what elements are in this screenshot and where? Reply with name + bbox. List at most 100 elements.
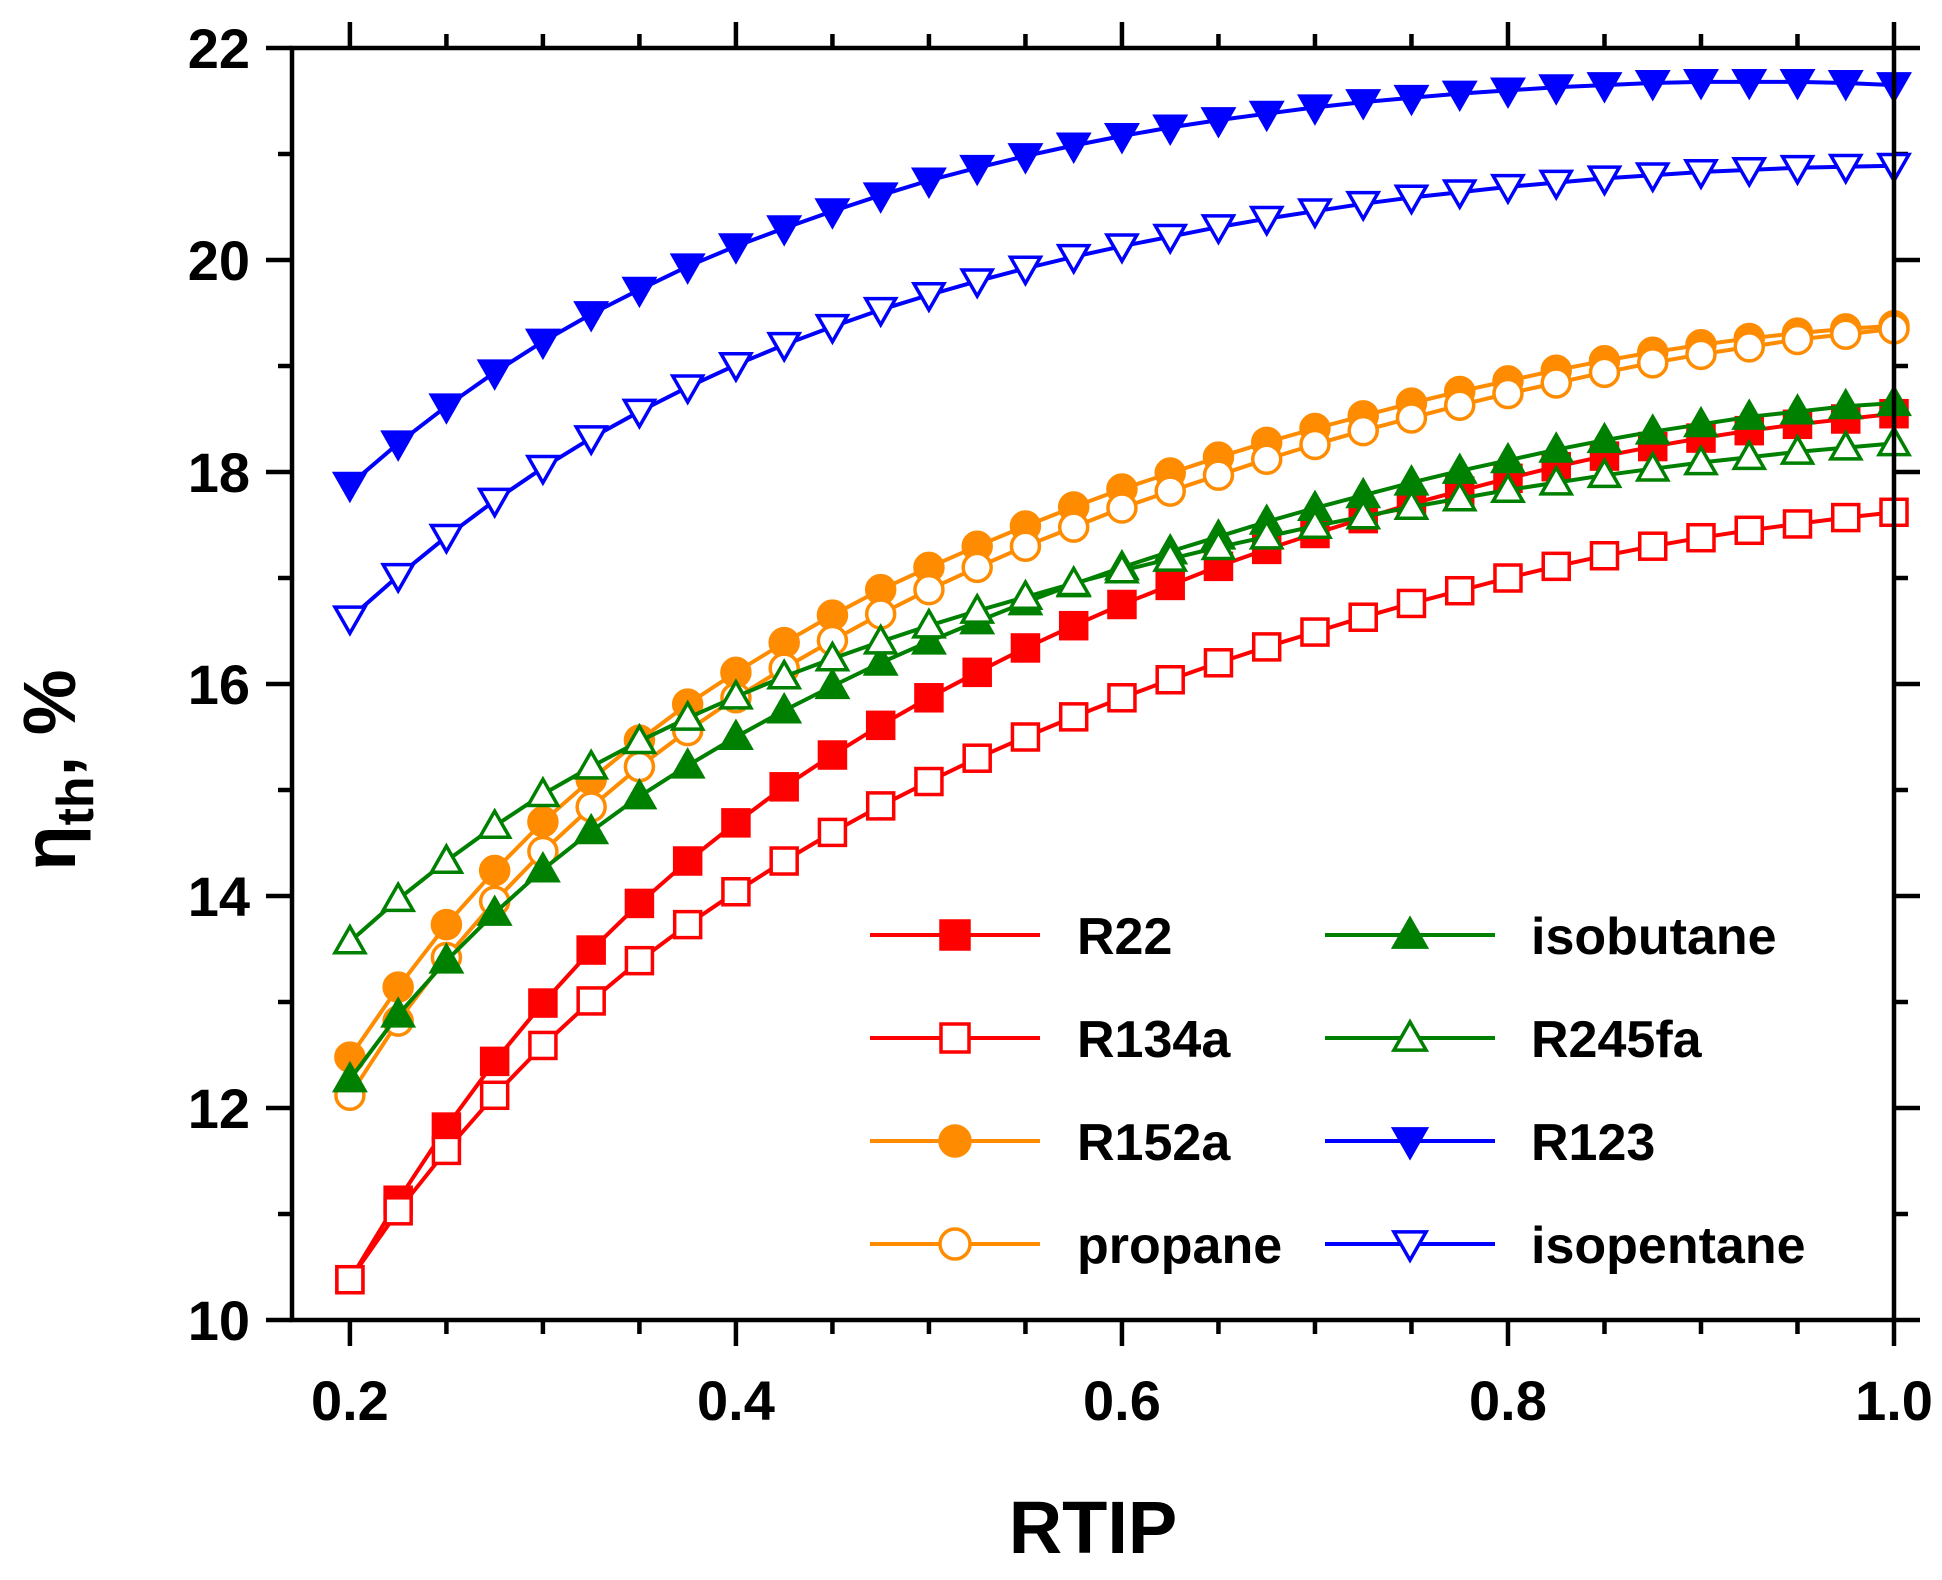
legend-marker bbox=[1390, 1127, 1430, 1161]
data-point-r134a bbox=[1300, 617, 1330, 647]
data-point-isobutane bbox=[1538, 431, 1575, 463]
data-point-r134a bbox=[1782, 509, 1813, 539]
data-point-propane bbox=[1781, 323, 1814, 356]
data-point-r123 bbox=[524, 328, 561, 361]
data-point-propane bbox=[1395, 402, 1428, 434]
data-point-isopentane bbox=[1683, 159, 1719, 191]
legend-label: propane bbox=[1077, 1217, 1282, 1275]
data-point-r245fa bbox=[910, 607, 947, 639]
data-point-r245fa bbox=[1441, 480, 1478, 512]
data-point-isopentane bbox=[1345, 190, 1382, 223]
data-point-r134a bbox=[1251, 632, 1282, 662]
data-point-isopentane bbox=[1152, 223, 1189, 256]
data-point-isobutane bbox=[1731, 398, 1768, 430]
data-point-propane bbox=[1106, 492, 1138, 524]
data-point-r123 bbox=[573, 301, 610, 333]
legend-label: isobutane bbox=[1531, 908, 1777, 966]
data-point-r123 bbox=[1055, 132, 1092, 164]
data-point-r123 bbox=[1393, 84, 1430, 117]
data-point-isopentane bbox=[1007, 255, 1044, 287]
data-point-isobutane bbox=[1683, 405, 1719, 438]
data-point-r123 bbox=[814, 198, 851, 230]
data-point-r134a bbox=[865, 791, 896, 821]
data-point-isopentane bbox=[428, 523, 465, 556]
data-point-isopentane bbox=[1200, 214, 1237, 246]
data-point-r134a bbox=[1155, 665, 1185, 695]
data-point-isopentane bbox=[1538, 169, 1575, 202]
data-point-isopentane bbox=[1055, 243, 1092, 276]
y-tick-label: 16 bbox=[188, 653, 250, 716]
data-point-r123 bbox=[1200, 107, 1237, 139]
legend-label: R22 bbox=[1077, 908, 1172, 966]
data-point-r245fa bbox=[1490, 471, 1526, 503]
data-point-r123 bbox=[959, 154, 996, 187]
data-point-r245fa bbox=[1683, 443, 1719, 476]
data-point-r245fa bbox=[476, 807, 513, 840]
x-axis-title: RTIP bbox=[1009, 1486, 1178, 1569]
data-point-isopentane bbox=[524, 454, 561, 487]
legend-item-isobutane: isobutane bbox=[1325, 908, 1777, 966]
data-point-r245fa bbox=[1248, 518, 1285, 550]
data-point-propane bbox=[1685, 338, 1717, 371]
data-point-isopentane bbox=[1827, 153, 1864, 186]
data-point-isopentane bbox=[669, 374, 706, 406]
data-point-r245fa bbox=[1152, 540, 1189, 572]
data-point-r245fa bbox=[1200, 528, 1237, 561]
data-point-r123 bbox=[621, 276, 658, 309]
data-point-isobutane bbox=[1779, 393, 1816, 425]
data-point-r123 bbox=[1683, 68, 1719, 101]
data-point-r22 bbox=[528, 988, 558, 1018]
data-point-r152a bbox=[527, 806, 559, 838]
data-point-r123 bbox=[862, 182, 899, 214]
data-point-r245fa bbox=[1731, 438, 1768, 471]
data-point-isopentane bbox=[1779, 154, 1816, 187]
y-tick-labels: 10 12 14 16 18 20 22 bbox=[188, 17, 250, 1352]
data-point-r123 bbox=[428, 393, 465, 425]
data-point-isopentane bbox=[959, 268, 996, 300]
data-point-r134a bbox=[1686, 522, 1716, 553]
data-point-isobutane bbox=[1586, 421, 1623, 454]
data-point-propane bbox=[623, 750, 656, 783]
data-point-propane bbox=[1347, 414, 1379, 447]
data-point-r134a bbox=[528, 1030, 558, 1061]
x-tick-label: 0.6 bbox=[1083, 1369, 1161, 1432]
data-point-r134a bbox=[1493, 563, 1523, 593]
legend-item-r134a: R134a bbox=[870, 1011, 1231, 1069]
data-point-propane bbox=[1829, 318, 1862, 350]
data-point-r245fa bbox=[862, 623, 899, 655]
data-point-propane bbox=[1636, 347, 1669, 379]
data-point-r123 bbox=[1586, 72, 1623, 104]
data-point-propane bbox=[1733, 331, 1765, 363]
data-point-isopentane bbox=[621, 398, 658, 431]
y-tick-label: 10 bbox=[188, 1289, 250, 1352]
data-point-propane bbox=[913, 573, 945, 606]
data-point-isopentane bbox=[1490, 173, 1526, 206]
plot-frame bbox=[289, 45, 1897, 1323]
data-point-r134a bbox=[479, 1080, 510, 1111]
data-point-r134a bbox=[1541, 551, 1571, 582]
data-point-isopentane bbox=[1634, 162, 1671, 194]
legend: R22 R134a R152a propane isobutane R245fa R123 i… bbox=[870, 908, 1806, 1275]
y-tick-label: 18 bbox=[188, 441, 250, 504]
data-point-r152a bbox=[478, 854, 511, 887]
y-axis-title-symbol: η bbox=[8, 825, 91, 870]
data-point-r245fa bbox=[766, 658, 803, 690]
y-axis-title-subscript: th bbox=[47, 776, 105, 825]
data-point-r245fa bbox=[1296, 507, 1333, 540]
data-point-r245fa bbox=[1103, 552, 1140, 584]
legend-label: R245fa bbox=[1531, 1011, 1703, 1069]
y-tick-label: 22 bbox=[188, 17, 250, 80]
legend-item-propane: propane bbox=[870, 1217, 1282, 1275]
data-point-isopentane bbox=[717, 351, 754, 384]
data-point-r22 bbox=[914, 683, 944, 713]
series-r245fa bbox=[331, 424, 1912, 955]
data-point-r134a bbox=[624, 945, 655, 976]
data-point-isobutane bbox=[428, 942, 465, 974]
data-point-propane bbox=[1154, 475, 1186, 507]
data-point-isopentane bbox=[1731, 156, 1768, 189]
data-point-r134a bbox=[1589, 540, 1620, 571]
data-point-r134a bbox=[1396, 588, 1427, 619]
data-point-r134a bbox=[1830, 502, 1861, 533]
data-point-isobutane bbox=[1827, 387, 1864, 420]
